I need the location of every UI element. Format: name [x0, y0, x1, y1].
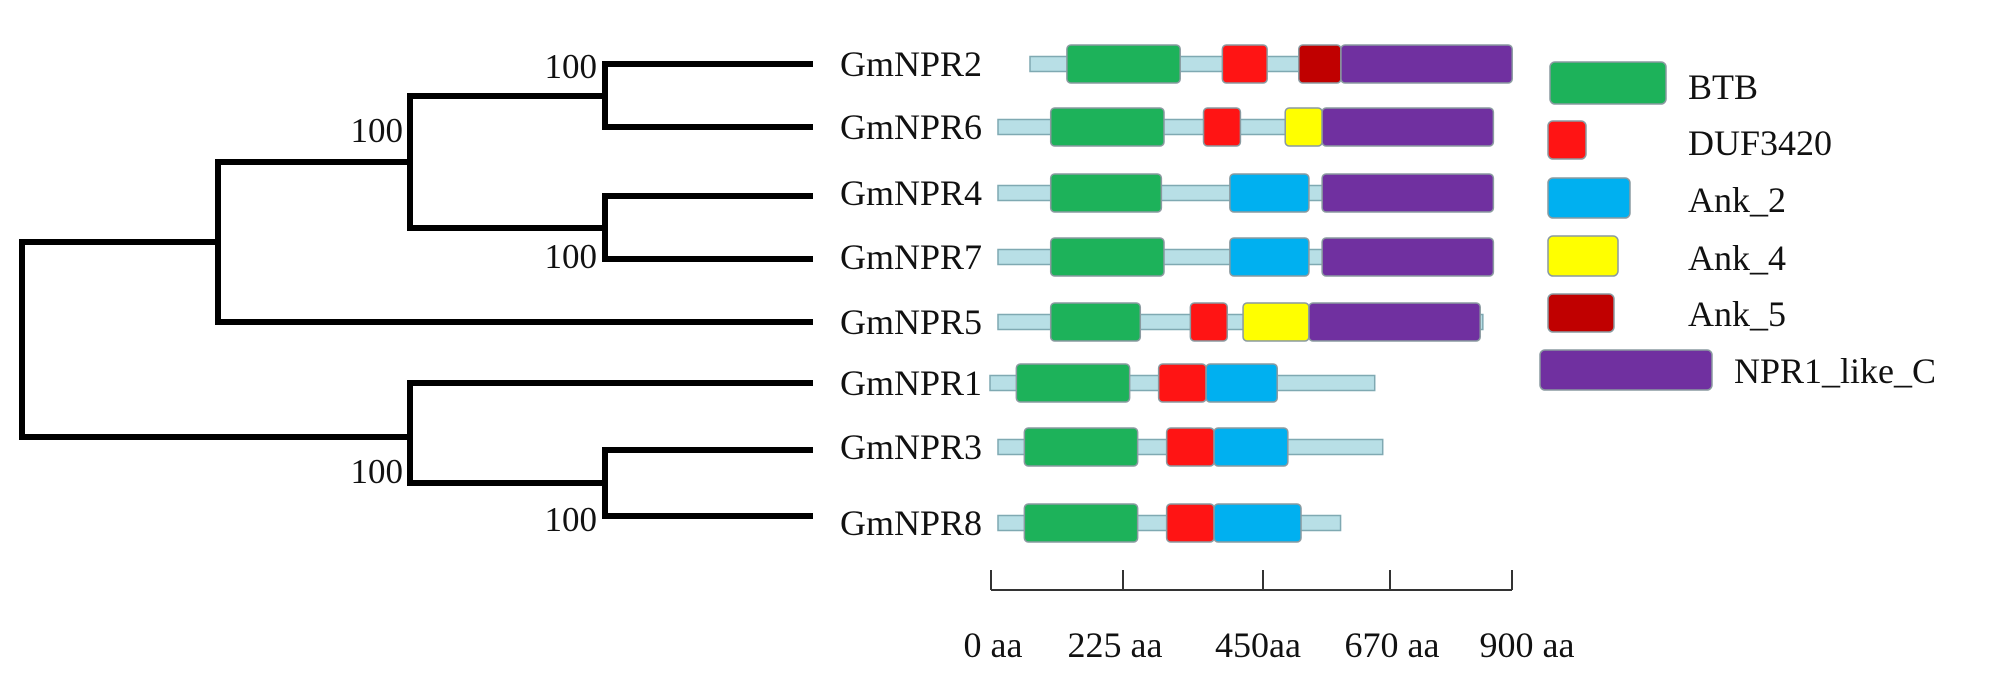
legend-label: BTB [1688, 67, 1758, 107]
domain-duf3420 [1157, 363, 1207, 403]
domain-btb [1023, 503, 1139, 543]
domain-ank-2 [1205, 363, 1278, 403]
protein-row [997, 503, 1342, 543]
domain-btb [1049, 302, 1142, 342]
protein-row [997, 302, 1484, 342]
protein-row [989, 363, 1376, 403]
bootstrap-label: 100 [351, 452, 404, 491]
domain-ank-2 [1229, 237, 1310, 277]
legend-label: Ank_2 [1688, 180, 1786, 220]
bootstrap-label: 100 [545, 47, 598, 86]
domain-legend: BTB DUF3420 Ank_2 Ank_4 Ank_5 NPR1_like_C [1539, 61, 1936, 391]
legend-label: Ank_4 [1688, 238, 1786, 278]
domain-btb [1049, 107, 1165, 147]
protein-domain-maps [989, 44, 1513, 543]
bootstrap-label: 100 [545, 237, 598, 276]
domain-duf3420 [1165, 427, 1215, 467]
legend-swatch [1547, 177, 1631, 219]
domain-npr1-like-c [1321, 107, 1495, 147]
scale-tick-label: 670 aa [1345, 625, 1440, 665]
domain-ank-2 [1213, 503, 1302, 543]
legend-entry: Ank_5 [1547, 293, 1786, 334]
protein-row [997, 427, 1384, 467]
bootstrap-label: 100 [545, 500, 598, 539]
domain-btb [1066, 44, 1181, 84]
protein-row [997, 237, 1495, 277]
domain-btb [1049, 237, 1165, 277]
gene-label: GmNPR1 [840, 363, 982, 403]
domain-duf3420 [1202, 107, 1242, 147]
scale-tick-label: 225 aa [1068, 625, 1163, 665]
scale-tick-label: 0 aa [964, 625, 1023, 665]
legend-swatch [1547, 120, 1587, 160]
protein-row [1029, 44, 1513, 84]
domain-ank-4 [1242, 302, 1310, 342]
legend-swatch [1539, 349, 1713, 391]
legend-swatch [1547, 293, 1615, 333]
gene-label: GmNPR2 [840, 44, 982, 84]
gene-label: GmNPR4 [840, 173, 982, 213]
legend-swatch [1549, 61, 1667, 105]
domain-ank-2 [1229, 173, 1310, 213]
domain-ank-2 [1213, 427, 1289, 467]
gene-labels: GmNPR2 GmNPR6 GmNPR4 GmNPR7 GmNPR5 GmNPR1 GmNP… [840, 44, 982, 543]
domain-duf3420 [1165, 503, 1215, 543]
protein-row [997, 107, 1495, 147]
bootstrap-label: 100 [351, 111, 404, 150]
legend-entry: Ank_2 [1547, 177, 1786, 220]
domain-btb [1015, 363, 1131, 403]
domain-npr1-like-c [1340, 44, 1513, 84]
domain-npr1-like-c [1321, 173, 1495, 213]
phylogenetic-tree [19, 61, 813, 519]
domain-ank-5 [1298, 44, 1342, 84]
domain-npr1-like-c [1321, 237, 1495, 277]
gene-label: GmNPR7 [840, 237, 982, 277]
domain-npr1-like-c [1308, 302, 1481, 342]
legend-entry: NPR1_like_C [1539, 349, 1936, 391]
scale-tick-label: 900 aa [1480, 625, 1575, 665]
legend-swatch [1547, 235, 1619, 277]
scale-tick-label: 450aa [1215, 625, 1301, 665]
domain-btb [1023, 427, 1139, 467]
domain-ank-4 [1284, 107, 1323, 147]
domain-duf3420 [1221, 44, 1268, 84]
gene-label: GmNPR5 [840, 302, 982, 342]
legend-label: DUF3420 [1688, 123, 1832, 163]
legend-entry: Ank_4 [1547, 235, 1786, 278]
gene-label: GmNPR6 [840, 107, 982, 147]
legend-entry: BTB [1549, 61, 1758, 107]
legend-label: Ank_5 [1688, 294, 1786, 334]
bootstrap-values: 100 100 100 100 100 [351, 47, 598, 539]
legend-label: NPR1_like_C [1734, 351, 1936, 391]
length-scale: 0 aa 225 aa 450aa 670 aa 900 aa [964, 570, 1575, 665]
legend-entry: DUF3420 [1547, 120, 1832, 163]
protein-row [997, 173, 1495, 213]
domain-btb [1049, 173, 1163, 213]
domain-duf3420 [1189, 302, 1228, 342]
gene-label: GmNPR3 [840, 427, 982, 467]
gene-label: GmNPR8 [840, 503, 982, 543]
